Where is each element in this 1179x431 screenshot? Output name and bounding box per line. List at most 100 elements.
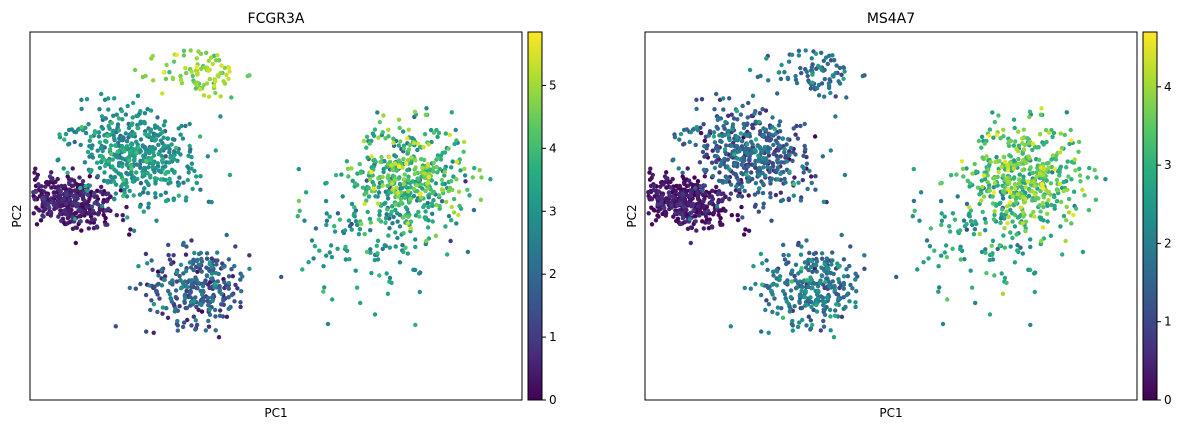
scatter-point — [707, 129, 713, 134]
scatter-point — [793, 132, 798, 137]
scatter-point — [1038, 165, 1044, 170]
scatter-point — [809, 304, 814, 310]
scatter-point — [688, 225, 693, 230]
scatter-point — [716, 191, 721, 196]
scatter-point — [467, 193, 472, 198]
scatter-point — [1057, 170, 1062, 175]
scatter-point — [113, 143, 118, 148]
scatter-point — [1041, 204, 1046, 210]
scatter-point — [89, 146, 94, 151]
scatter-point — [746, 228, 752, 233]
scatter-point — [973, 219, 978, 224]
scatter-point — [135, 176, 140, 182]
scatter-point — [170, 75, 175, 81]
scatter-point — [199, 309, 205, 314]
scatter-point — [694, 106, 699, 112]
scatter-point — [676, 166, 681, 171]
scatter-point — [1027, 114, 1032, 120]
scatter-point — [380, 130, 385, 135]
scatter-point — [1030, 147, 1035, 153]
scatter-point — [771, 273, 776, 278]
scatter-point — [132, 67, 138, 73]
scatter-point — [163, 190, 168, 195]
scatter-point — [791, 181, 797, 187]
scatter-point — [673, 211, 678, 216]
scatter-point — [240, 274, 245, 279]
scatter-point — [992, 175, 997, 181]
scatter-point — [948, 173, 954, 178]
scatter-point — [393, 207, 398, 213]
scatter-point — [688, 188, 694, 194]
scatter-point — [973, 300, 978, 306]
scatter-point — [423, 112, 428, 118]
scatter-point — [768, 132, 773, 137]
scatter-point — [389, 163, 394, 168]
scatter-point — [1049, 202, 1054, 208]
scatter-point — [226, 280, 231, 286]
scatter-point — [796, 180, 801, 185]
scatter-point — [431, 198, 436, 203]
scatter-point — [998, 200, 1003, 206]
scatter-point — [78, 142, 83, 148]
scatter-point — [804, 161, 810, 166]
scatter-point — [106, 191, 111, 196]
scatter-point — [184, 288, 189, 294]
scatter-point — [911, 198, 917, 204]
scatter-point — [1055, 188, 1061, 193]
scatter-point — [1044, 139, 1049, 145]
scatter-point — [853, 304, 858, 310]
scatter-point — [1008, 207, 1013, 213]
scatter-point — [681, 209, 687, 214]
scatter-point — [362, 231, 367, 237]
scatter-point — [164, 306, 169, 311]
scatter-point — [364, 249, 370, 255]
scatter-point — [1021, 214, 1026, 219]
scatter-point — [101, 157, 107, 162]
scatter-point — [662, 205, 667, 211]
scatter-point — [822, 312, 828, 317]
scatter-point — [324, 218, 330, 223]
scatter-point — [226, 286, 231, 291]
scatter-point — [204, 50, 209, 55]
scatter-point — [385, 161, 391, 167]
scatter-point — [985, 173, 990, 178]
scatter-point — [357, 227, 363, 232]
scatter-point — [380, 246, 385, 252]
scatter-point — [997, 243, 1002, 248]
scatter-point — [131, 100, 136, 106]
scatter-point — [741, 165, 747, 170]
scatter-point — [1017, 181, 1022, 186]
scatter-point — [367, 141, 372, 146]
scatter-point — [478, 197, 484, 202]
scatter-point — [990, 194, 995, 199]
scatter-point — [647, 170, 652, 175]
scatter-point — [1064, 204, 1069, 210]
scatter-point — [165, 136, 170, 141]
scatter-point — [104, 139, 109, 144]
scatter-point — [1072, 157, 1077, 162]
scatter-point — [1086, 207, 1092, 213]
scatter-point — [693, 214, 698, 219]
scatter-point — [1046, 189, 1052, 195]
scatter-point — [821, 318, 826, 324]
scatter-point — [847, 263, 852, 269]
scatter-point — [386, 233, 391, 238]
scatter-point — [1058, 131, 1064, 136]
scatter-point — [184, 244, 189, 249]
scatter-point — [372, 312, 378, 317]
scatter-point — [328, 243, 334, 248]
scatter-point — [368, 247, 373, 252]
scatter-point — [135, 113, 140, 119]
scatter-point — [196, 49, 201, 54]
scatter-point — [991, 217, 997, 222]
scatter-point — [674, 218, 679, 224]
scatter-point — [711, 134, 717, 139]
scatter-point — [448, 238, 453, 244]
scatter-point — [682, 141, 687, 146]
scatter-point — [148, 127, 154, 132]
scatter-point — [1012, 125, 1017, 131]
scatter-point — [128, 149, 133, 154]
scatter-point — [296, 198, 302, 204]
scatter-point — [207, 260, 213, 265]
scatter-point — [200, 284, 206, 289]
